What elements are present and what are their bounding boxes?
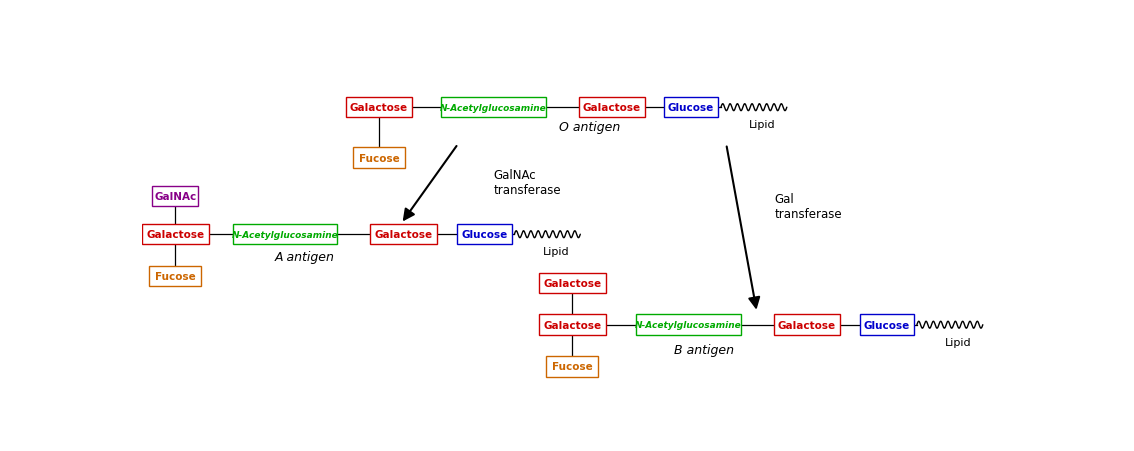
Text: O antigen: O antigen xyxy=(559,120,620,133)
Text: Fucose: Fucose xyxy=(552,362,593,372)
FancyBboxPatch shape xyxy=(578,98,645,118)
FancyBboxPatch shape xyxy=(539,315,606,335)
FancyBboxPatch shape xyxy=(370,225,437,245)
Text: Galactose: Galactose xyxy=(350,103,408,113)
Text: GalNAc: GalNAc xyxy=(154,192,196,202)
FancyBboxPatch shape xyxy=(773,315,840,335)
Text: Fucose: Fucose xyxy=(154,272,195,281)
FancyBboxPatch shape xyxy=(860,315,914,335)
Text: Galactose: Galactose xyxy=(146,230,204,239)
FancyBboxPatch shape xyxy=(441,98,545,118)
Text: Lipid: Lipid xyxy=(542,247,569,257)
Text: Fucose: Fucose xyxy=(358,153,399,163)
FancyBboxPatch shape xyxy=(142,225,209,245)
FancyBboxPatch shape xyxy=(232,225,337,245)
Text: N-Acetylglucosamine: N-Acetylglucosamine xyxy=(635,321,742,330)
Text: Galactose: Galactose xyxy=(374,230,433,239)
FancyBboxPatch shape xyxy=(457,225,511,245)
Text: A antigen: A antigen xyxy=(274,251,335,264)
Text: Glucose: Glucose xyxy=(462,230,508,239)
FancyBboxPatch shape xyxy=(539,273,606,294)
FancyBboxPatch shape xyxy=(150,266,201,287)
Text: N-Acetylglucosamine: N-Acetylglucosamine xyxy=(231,230,338,239)
Text: B antigen: B antigen xyxy=(675,343,734,356)
Text: Galactose: Galactose xyxy=(543,320,601,330)
FancyBboxPatch shape xyxy=(152,186,198,207)
Text: Lipid: Lipid xyxy=(748,120,776,130)
FancyBboxPatch shape xyxy=(353,148,405,169)
FancyBboxPatch shape xyxy=(547,356,599,377)
FancyBboxPatch shape xyxy=(346,98,413,118)
FancyBboxPatch shape xyxy=(636,315,741,335)
Text: Gal
transferase: Gal transferase xyxy=(775,193,843,221)
Text: Galactose: Galactose xyxy=(583,103,641,113)
Text: Lipid: Lipid xyxy=(945,337,972,347)
Text: N-Acetylglucosamine: N-Acetylglucosamine xyxy=(440,103,547,112)
FancyBboxPatch shape xyxy=(663,98,718,118)
Text: Glucose: Glucose xyxy=(668,103,714,113)
Text: Galactose: Galactose xyxy=(543,278,601,288)
Text: Galactose: Galactose xyxy=(778,320,836,330)
Text: GalNAc
transferase: GalNAc transferase xyxy=(493,169,561,197)
Text: Glucose: Glucose xyxy=(864,320,911,330)
